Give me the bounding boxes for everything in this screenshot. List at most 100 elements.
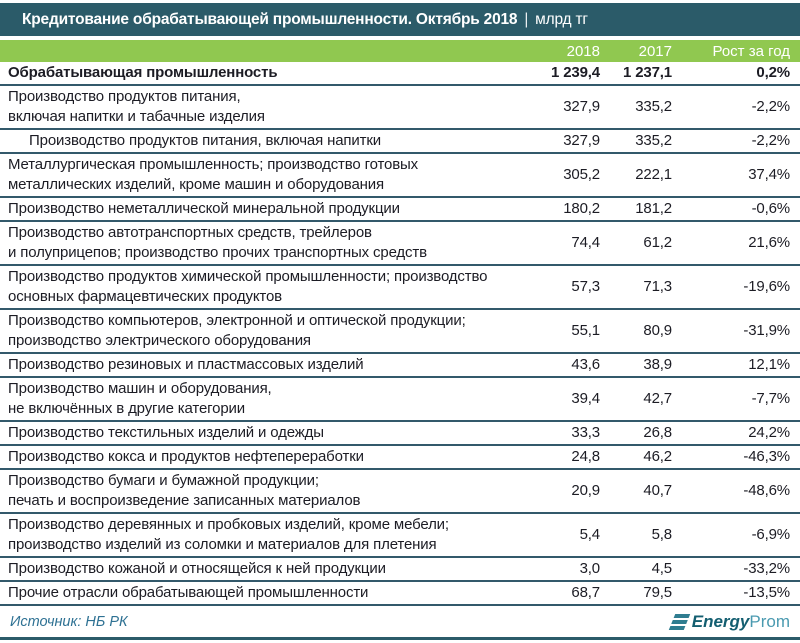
energyprom-e-icon [668, 613, 690, 630]
row-label-line: Производство резиновых и пластмассовых и… [8, 356, 364, 373]
page-title: Кредитование обрабатывающей промышленнос… [22, 10, 518, 28]
value-2017: 80,9 [643, 322, 672, 339]
value-growth: -2,2% [751, 98, 791, 115]
table-row: Производство продуктов химической промыш… [0, 266, 800, 310]
table-row: Производство продуктов питания, включая … [0, 130, 800, 154]
value-2018: 180,2 [563, 200, 600, 217]
row-label: Производство продуктов питания, включая … [8, 131, 512, 151]
title-bar: Кредитование обрабатывающей промышленнос… [0, 3, 800, 36]
value-growth: -31,9% [743, 322, 790, 339]
row-label-line: не включённых в другие категории [8, 400, 245, 417]
value-2017: 79,5 [643, 584, 672, 601]
value-growth: -6,9% [751, 526, 791, 543]
value-growth: 24,2% [748, 424, 790, 441]
value-2017: 335,2 [635, 132, 672, 149]
table-row: Производство деревянных и пробковых изде… [0, 514, 800, 558]
row-label: Прочие отрасли обрабатывающей промышленн… [8, 583, 512, 603]
value-2018: 327,9 [563, 98, 600, 115]
value-2018: 5,4 [579, 526, 601, 543]
value-growth: -48,6% [743, 482, 790, 499]
row-label-line: Производство кокса и продуктов нефтепере… [8, 448, 364, 465]
value-2018: 74,4 [571, 234, 600, 251]
row-label: Производство продуктов питания, включая н… [8, 87, 512, 127]
value-2017: 1 237,1 [623, 64, 672, 81]
table-row: Производство автотранспортных средств, т… [0, 222, 800, 266]
value-2017: 42,7 [643, 390, 672, 407]
row-label-line: Производство компьютеров, электронной и … [8, 312, 466, 329]
footer: Источник: НБ РК EnergyProm [0, 606, 800, 637]
row-label-line: Прочие отрасли обрабатывающей промышленн… [8, 584, 369, 601]
table-row: Прочие отрасли обрабатывающей промышленн… [0, 582, 800, 606]
value-2018: 55,1 [571, 322, 600, 339]
table-row: Производство продуктов питания, включая н… [0, 86, 800, 130]
value-growth: -0,6% [751, 200, 791, 217]
row-label-line: Производство текстильных изделий и одежд… [8, 424, 324, 441]
value-2017: 335,2 [635, 98, 672, 115]
row-label-line: Обрабатывающая промышленность [8, 64, 278, 81]
value-growth: 21,6% [748, 234, 790, 251]
table-row: Производство резиновых и пластмассовых и… [0, 354, 800, 378]
row-label-line: Производство продуктов питания, включая … [29, 132, 381, 149]
logo-text-energy: Energy [691, 611, 750, 631]
value-2017: 181,2 [635, 200, 672, 217]
value-2017: 5,8 [651, 526, 673, 543]
value-2018: 68,7 [571, 584, 600, 601]
value-growth: -19,6% [743, 278, 790, 295]
row-label: Производство продуктов химической промыш… [8, 267, 512, 307]
row-label: Производство бумаги и бумажной продукции… [8, 471, 512, 511]
table-row: Производство кокса и продуктов нефтепере… [0, 446, 800, 470]
row-label: Производство текстильных изделий и одежд… [8, 423, 512, 443]
table-row: Производство кожаной и относящейся к ней… [0, 558, 800, 582]
table-column-header: 2018 2017 Рост за год [0, 40, 800, 62]
row-label: Производство кокса и продуктов нефтепере… [8, 447, 512, 467]
row-label-line: Производство продуктов химической промыш… [8, 268, 488, 285]
row-label: Производство неметаллической минеральной… [8, 199, 512, 219]
value-growth: -33,2% [743, 560, 790, 577]
table-row: Производство неметаллической минеральной… [0, 198, 800, 222]
row-label: Производство резиновых и пластмассовых и… [8, 355, 512, 375]
value-2017: 26,8 [643, 424, 672, 441]
row-label: Производство кожаной и относящейся к ней… [8, 559, 512, 579]
value-2017: 4,5 [651, 560, 673, 577]
row-label-line: Производство продуктов питания, [8, 88, 241, 105]
value-2017: 222,1 [635, 166, 672, 183]
table-row: Производство текстильных изделий и одежд… [0, 422, 800, 446]
row-label: Обрабатывающая промышленность [8, 63, 512, 83]
table-row: Обрабатывающая промышленность 1 239,4 1 … [0, 62, 800, 86]
row-label: Производство деревянных и пробковых изде… [8, 515, 512, 555]
data-table: Обрабатывающая промышленность 1 239,4 1 … [0, 62, 800, 606]
row-label-line: Производство машин и оборудования, [8, 380, 272, 397]
value-2018: 43,6 [571, 356, 600, 373]
source-note: Источник: НБ РК [10, 613, 128, 630]
logo-text: EnergyProm [692, 612, 790, 632]
value-2017: 61,2 [643, 234, 672, 251]
row-label-line: Производство бумаги и бумажной продукции… [8, 472, 319, 489]
column-header-2018: 2018 [566, 42, 600, 60]
table-row: Производство бумаги и бумажной продукции… [0, 470, 800, 514]
row-label-line: производство электрического оборудования [8, 332, 311, 349]
row-label-line: Производство неметаллической минеральной… [8, 200, 400, 217]
value-2017: 38,9 [643, 356, 672, 373]
value-2018: 24,8 [571, 448, 600, 465]
row-label: Производство машин и оборудования, не вкл… [8, 379, 512, 419]
value-growth: -13,5% [743, 584, 790, 601]
value-growth: 12,1% [748, 356, 790, 373]
value-2017: 40,7 [643, 482, 672, 499]
row-label-line: Производство деревянных и пробковых изде… [8, 516, 449, 533]
table-row: Производство компьютеров, электронной и … [0, 310, 800, 354]
row-label-line: Металлургическая промышленность; произво… [8, 156, 419, 173]
logo-text-prom: Prom [749, 611, 790, 631]
value-2018: 305,2 [563, 166, 600, 183]
value-2018: 39,4 [571, 390, 600, 407]
value-growth: 0,2% [756, 64, 790, 81]
row-label: Металлургическая промышленность; произво… [8, 155, 512, 195]
column-header-2017: 2017 [638, 42, 672, 60]
row-label: Производство автотранспортных средств, т… [8, 223, 512, 263]
value-growth: 37,4% [748, 166, 790, 183]
title-unit: млрд тг [535, 10, 588, 28]
table-row: Производство машин и оборудования, не вкл… [0, 378, 800, 422]
value-growth: -46,3% [743, 448, 790, 465]
row-label-line: и полуприцепов; производство прочих тран… [8, 244, 427, 261]
row-label-line: производство изделий из соломки и матери… [8, 536, 437, 553]
